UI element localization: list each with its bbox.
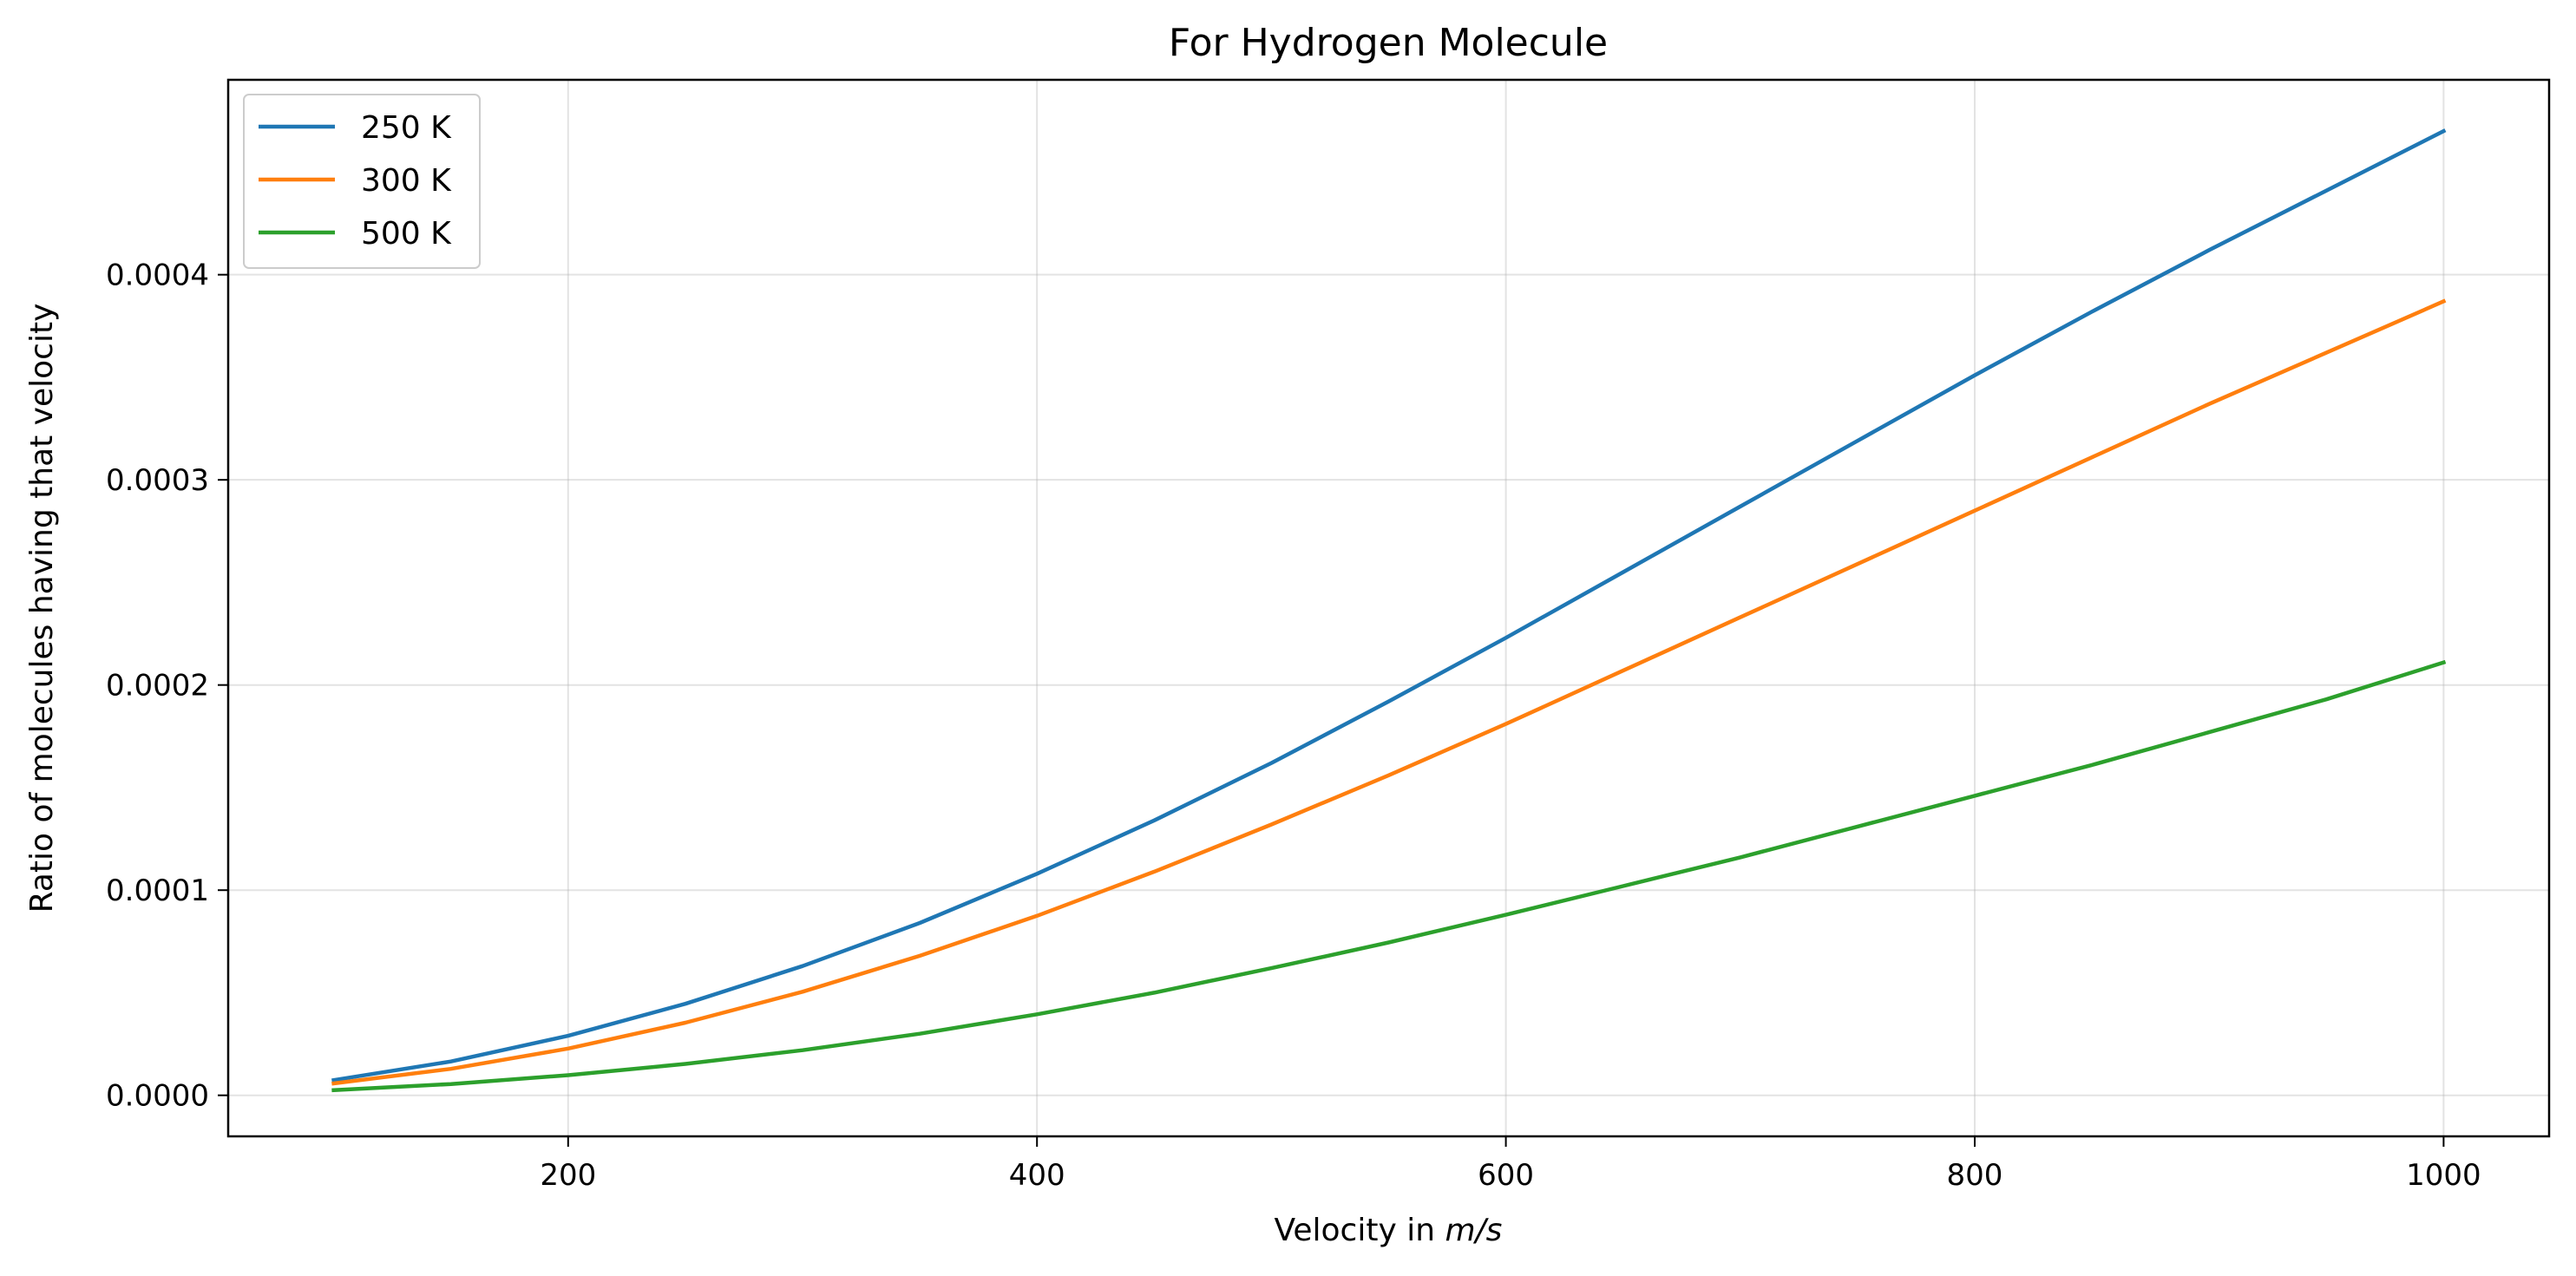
legend-label: 250 K [361,110,452,146]
y-tick-label: 0.0002 [106,669,209,703]
x-axis-label: Velocity in m/s [1275,1213,1503,1248]
series-line-300-k [331,298,2447,1086]
x-axis-ticks: 200 400 600 800 1000 [540,1136,2481,1193]
x-tick-label: 600 [1478,1158,1534,1193]
x-tick-label: 200 [540,1158,596,1193]
series-line-250-k [331,128,2447,1083]
series-lines [331,128,2447,1093]
x-tick-label: 1000 [2406,1158,2481,1193]
y-tick-label: 0.0003 [106,463,209,498]
legend-frame [243,94,481,269]
legend-label: 300 K [361,163,452,199]
legend-label: 500 K [361,216,452,252]
chart-title: For Hydrogen Molecule [1169,21,1608,65]
y-tick-label: 0.0000 [106,1079,209,1114]
y-axis-label: Ratio of molecules having that velocity [24,304,60,913]
x-tick-label: 400 [1009,1158,1065,1193]
x-tick-label: 800 [1947,1158,2003,1193]
x-axis-label-unit: m/s [1445,1213,1502,1248]
y-axis-ticks: 0.0000 0.0001 0.0002 0.0003 0.0004 [106,258,228,1114]
series-line-500-k [331,659,2447,1093]
y-tick-label: 0.0004 [106,258,209,293]
y-tick-label: 0.0001 [106,874,209,908]
x-axis-label-prefix: Velocity in [1275,1213,1445,1248]
legend-items: 250 K 300 K 500 K [259,110,452,252]
legend: 250 K 300 K 500 K [243,94,481,269]
plot-frame [226,78,2551,1138]
